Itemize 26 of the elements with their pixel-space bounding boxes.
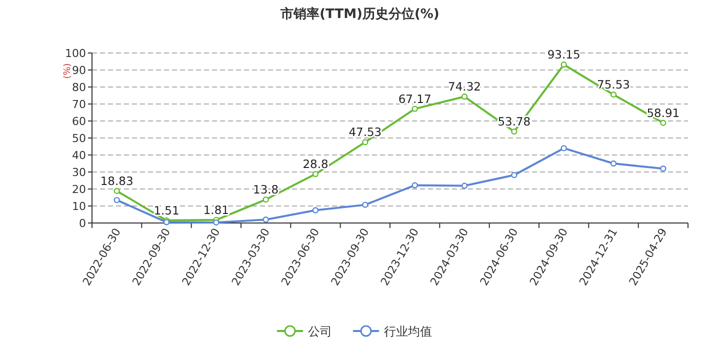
y-axis-title: (%) <box>63 63 73 79</box>
y-tick-label: 100 <box>65 47 86 60</box>
data-label: 1.81 <box>203 202 229 217</box>
data-label: 67.17 <box>398 92 432 106</box>
legend-label: 行业均值 <box>384 324 432 338</box>
y-tick-label: 50 <box>72 132 86 145</box>
data-label: 28.8 <box>302 157 328 172</box>
data-label: 18.83 <box>100 174 134 188</box>
data-label: 75.53 <box>597 78 630 92</box>
data-label: 74.32 <box>448 80 481 94</box>
data-label: 13.8 <box>253 182 279 197</box>
data-label: 58.91 <box>646 106 680 120</box>
chart-title: 市销率(TTM)历史分位(%) <box>280 6 440 22</box>
y-tick-label: 20 <box>72 183 86 196</box>
data-label: 93.15 <box>547 48 580 62</box>
y-tick-label: 70 <box>72 98 86 111</box>
legend-label: 公司 <box>308 324 332 338</box>
data-label: 47.53 <box>348 125 382 140</box>
y-tick-label: 80 <box>72 81 86 94</box>
y-tick-label: 0 <box>79 217 86 230</box>
y-tick-label: 10 <box>72 200 86 213</box>
y-tick-label: 40 <box>72 149 86 162</box>
y-tick-label: 90 <box>72 64 86 77</box>
data-label: 1.51 <box>154 203 180 218</box>
y-tick-label: 30 <box>72 166 86 179</box>
y-tick-label: 60 <box>72 115 86 128</box>
